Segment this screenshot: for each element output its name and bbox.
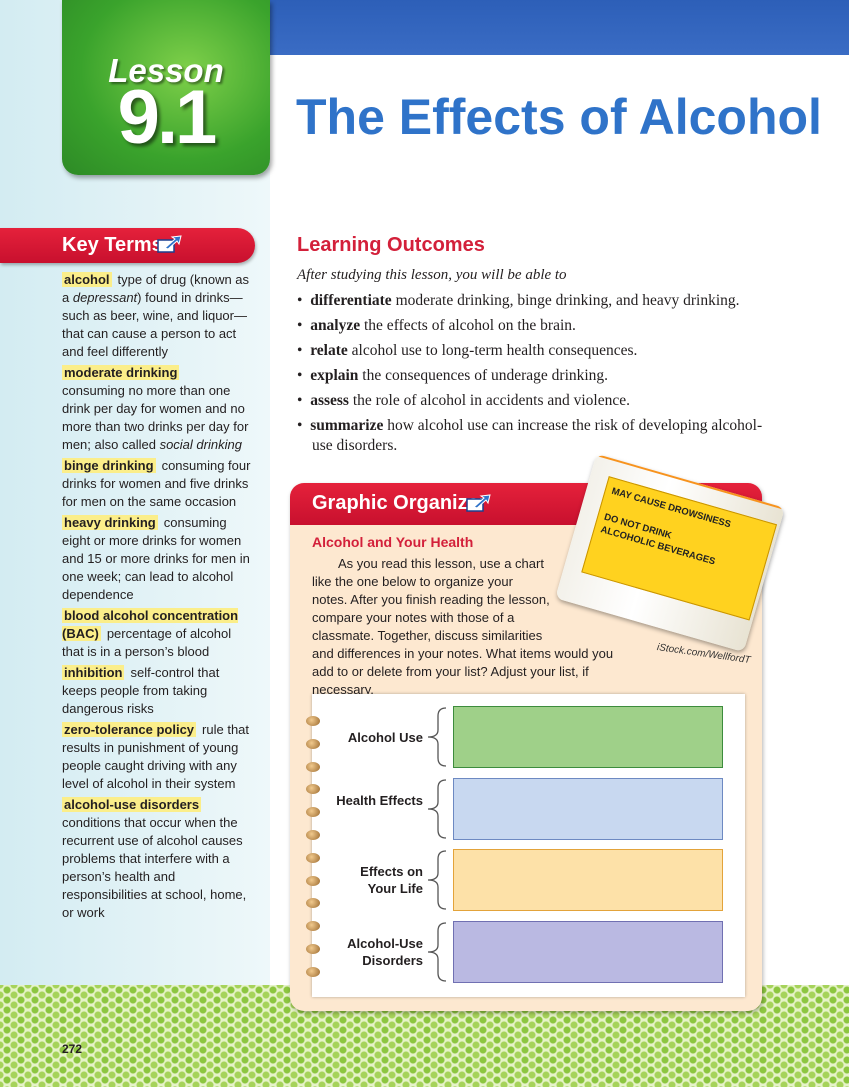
learning-outcomes-list: • differentiate moderate drinking, binge…: [297, 291, 777, 461]
definition: social drinking: [159, 437, 242, 452]
spiral-ring: [306, 716, 320, 726]
key-term: heavy drinking consuming eight or more dr…: [62, 514, 254, 604]
note-box: [453, 849, 723, 911]
row-label: Alcohol Use: [347, 730, 423, 745]
row-label: Alcohol-Use Disorders: [347, 935, 423, 968]
key-term: blood alcohol concentration (BAC) percent…: [62, 607, 254, 661]
graphic-organizer-heading: Graphic Organizer: [312, 492, 487, 514]
note-box: [453, 706, 723, 768]
key-term: alcohol-use disorders conditions that occ…: [62, 796, 254, 922]
learning-outcomes-heading: Learning Outcomes: [297, 234, 485, 256]
outcome: • explain the consequences of underage d…: [297, 367, 609, 384]
definition: rule that results in punishment of young…: [62, 722, 250, 791]
outcome-verb: differentiate: [310, 292, 392, 309]
note-box: [453, 777, 723, 840]
term: zero-tolerance policy: [62, 722, 197, 737]
definition: ) found in drinks—such as beer, wine, an…: [62, 290, 247, 359]
brace: [427, 921, 447, 982]
outcome-verb: assess: [310, 392, 349, 409]
organizer-chart: Alcohol Use Health Effects Effects on Your…: [306, 694, 745, 997]
spiral-ring: [306, 807, 320, 818]
brace: [427, 778, 447, 839]
term: alcohol-use disorders: [62, 797, 202, 812]
term: alcohol: [62, 272, 112, 287]
spiral-ring: [306, 921, 320, 932]
lesson-tab: Lesson 9.1: [62, 0, 270, 175]
link-icon: [157, 235, 182, 253]
outcome-text: the role of alcohol in accidents and vio…: [352, 392, 630, 409]
page-title: The Effects of Alcohol: [296, 89, 822, 145]
page-number: 272: [62, 1042, 83, 1056]
key-term: alcohol type of drug (known as a depressa…: [62, 271, 254, 361]
definition: consuming eight or more drinks for women…: [62, 515, 250, 602]
outcome-verb: relate: [310, 342, 348, 359]
outcome: • analyze the effects of alcohol on the …: [297, 317, 576, 334]
definition: type of drug (known as a: [62, 272, 250, 305]
definition: self-control that keeps people from taki…: [62, 665, 220, 716]
spiral-ring: [306, 852, 320, 863]
outcome-verb: explain: [310, 367, 359, 384]
outcome: • assess the role of alcohol in accident…: [297, 392, 630, 409]
outcome-verb: analyze: [310, 317, 361, 334]
lesson-label: Lesson: [108, 52, 224, 89]
definition: percentage of alcohol that is in a perso…: [62, 626, 232, 659]
outcome-text: alcohol use to long-term health conseque…: [351, 342, 638, 359]
spiral-ring: [306, 966, 320, 977]
spiral-ring: [306, 875, 320, 886]
key-terms-banner: Key Terms: [0, 228, 255, 263]
lesson-number: 9.1: [117, 75, 218, 160]
definition: conditions that occur when the recurrent…: [62, 815, 247, 920]
spiral-ring: [306, 898, 320, 909]
outcome: • differentiate moderate drinking, binge…: [297, 292, 740, 309]
row-label: Effects on Your Life: [360, 864, 423, 896]
row-label: Health Effects: [336, 792, 423, 808]
spiral-ring: [306, 761, 320, 772]
link-icon: [466, 494, 491, 512]
brace: [427, 850, 447, 910]
outcome-text: how alcohol use can increase the risk of…: [312, 417, 763, 454]
outcome: • summarize how alcohol use can increase…: [297, 417, 763, 454]
brace: [427, 707, 447, 767]
key-term: zero-tolerance policy rule that results i…: [62, 721, 254, 793]
term: moderate drinking: [62, 365, 180, 380]
key-terms-heading: Key Terms: [62, 234, 163, 256]
note-box: [453, 920, 723, 983]
term: heavy drinking: [62, 515, 158, 530]
spiral-ring: [306, 944, 320, 954]
spiral-ring: [306, 830, 320, 840]
header-band: [270, 0, 849, 55]
graphic-organizer-subheading: Alcohol and Your Health: [312, 534, 474, 550]
spiral-ring: [306, 784, 320, 795]
term: binge drinking: [62, 458, 156, 473]
paragraph: As you read this lesson, use a chart lik…: [312, 556, 614, 697]
term: inhibition: [62, 665, 125, 680]
key-term: inhibition self-control that keeps people…: [62, 664, 254, 718]
outcome-verb: summarize: [310, 417, 384, 434]
key-term: moderate drinking consuming no more than …: [62, 364, 254, 454]
outcome-text: moderate drinking, binge drinking, and h…: [395, 292, 740, 309]
definition: consuming four drinks for women and five…: [62, 458, 251, 509]
learning-outcomes-intro: After studying this lesson, you will be …: [297, 267, 567, 283]
outcome-text: the effects of alcohol on the brain.: [364, 317, 576, 334]
definition: depressant: [72, 290, 138, 305]
graphic-organizer-text: As you read this lesson, use a chart lik…: [312, 555, 632, 699]
key-term: binge drinking consuming four drinks for …: [62, 457, 254, 511]
outcome: • relate alcohol use to long-term health…: [297, 342, 638, 359]
key-terms-list: alcohol type of drug (known as a depressa…: [62, 271, 254, 925]
outcome-text: the consequences of underage drinking.: [362, 367, 609, 384]
spiral-ring: [306, 738, 320, 749]
definition: consuming no more than one drink per day…: [62, 383, 249, 452]
